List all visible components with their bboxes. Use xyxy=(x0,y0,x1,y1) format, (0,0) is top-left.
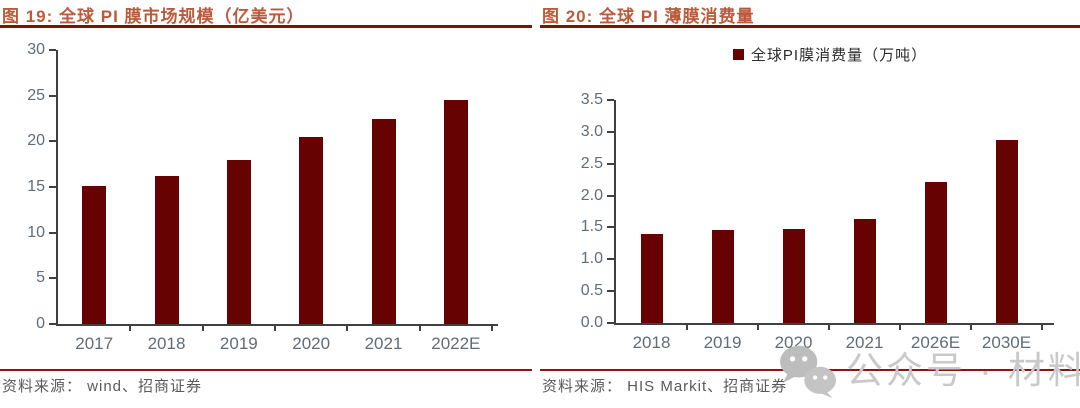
x-axis-tick xyxy=(418,324,421,331)
bar-2020 xyxy=(782,228,805,323)
y-axis-tick xyxy=(49,231,56,234)
y-axis-label: 0 xyxy=(36,315,45,332)
x-axis-tick xyxy=(491,324,493,331)
y-axis-label: 3.5 xyxy=(580,91,603,108)
x-axis-line xyxy=(614,323,1054,325)
x-axis-label: 2030E xyxy=(981,333,1032,352)
figure-20-panel: 图 20: 全球 PI 薄膜消费量 全球PI膜消费量（万吨） 0.0 0.5 1.0… xyxy=(540,0,1080,408)
x-axis-tick xyxy=(686,323,688,330)
source-note: 资料来源： HIS Markit、招商证券 xyxy=(542,378,788,395)
x-axis-label: 2017 xyxy=(75,334,114,353)
y-axis-tick xyxy=(49,323,56,325)
bar-2018 xyxy=(640,234,663,323)
bar-2021 xyxy=(853,219,876,323)
y-axis-tick xyxy=(607,290,614,293)
bar-2022E xyxy=(443,100,468,324)
x-axis-label: 2020 xyxy=(292,334,331,353)
y-axis-tick xyxy=(49,94,56,97)
bar-2021 xyxy=(371,118,396,324)
x-axis-label: 2019 xyxy=(219,334,258,353)
chart-legend: 全球PI膜消费量（万吨） xyxy=(616,44,1044,65)
x-axis-label: 2020 xyxy=(774,333,813,352)
bar-2019 xyxy=(711,229,734,323)
y-axis-tick xyxy=(49,277,56,280)
bar-chart-figure-20: 0.0 0.5 1.0 1.5 2.0 2.5 3.0 3.5 2018 2019 2020 2021… xyxy=(540,0,1080,408)
title-underline xyxy=(0,25,532,28)
x-axis-label: 2019 xyxy=(703,333,742,352)
y-axis-label: 3.0 xyxy=(580,122,603,140)
y-axis-label: 0.5 xyxy=(580,282,603,300)
y-axis-label: 30 xyxy=(27,41,45,58)
y-axis-line xyxy=(614,100,616,325)
bar-2030E xyxy=(995,140,1018,323)
x-axis-label: 2022E xyxy=(431,334,481,353)
x-axis-tick xyxy=(346,324,349,331)
x-axis-tick xyxy=(970,323,972,330)
x-axis-tick xyxy=(899,323,901,330)
y-axis-tick xyxy=(607,130,614,133)
x-axis-label: 2026E xyxy=(910,333,961,352)
y-axis-tick xyxy=(607,258,614,261)
bar-2018 xyxy=(154,176,179,324)
bar-2020 xyxy=(299,136,324,324)
figure-19-panel: 图 19: 全球 PI 膜市场规模（亿美元） 0 5 10 15 20 25 30 2017 2… xyxy=(0,7,532,395)
y-axis-label: 25 xyxy=(27,86,45,104)
x-axis-tick xyxy=(757,323,759,330)
y-axis-label: 10 xyxy=(27,223,45,241)
y-axis-tick xyxy=(49,49,56,51)
y-axis-tick xyxy=(607,194,614,197)
y-axis-label: 0.0 xyxy=(580,314,603,331)
source-note: 资料来源： wind、招商证券 xyxy=(2,378,203,395)
y-axis-label: 1.0 xyxy=(580,250,603,268)
y-axis-tick xyxy=(607,162,614,165)
x-axis-tick xyxy=(129,324,132,331)
y-axis-line xyxy=(56,50,58,326)
source-divider xyxy=(540,369,1080,371)
y-axis-label: 5 xyxy=(36,269,45,287)
x-axis-tick xyxy=(828,323,830,330)
title-underline xyxy=(540,25,1080,28)
bar-chart-figure-19: 0 5 10 15 20 25 30 2017 2018 2019 2020 2021 2022E xyxy=(27,41,498,353)
bar-2017 xyxy=(82,186,107,324)
y-axis-label: 20 xyxy=(27,132,45,150)
chart-title-figure-19: 图 19: 全球 PI 膜市场规模（亿美元） xyxy=(2,7,305,26)
x-axis-tick xyxy=(201,324,204,331)
y-axis-label: 2.0 xyxy=(580,186,603,204)
y-axis-tick xyxy=(49,186,56,188)
y-axis-tick xyxy=(607,99,614,101)
y-axis-tick xyxy=(607,226,614,229)
x-axis-label: 2018 xyxy=(147,334,186,353)
x-axis-label: 2021 xyxy=(845,333,884,352)
y-axis-label: 15 xyxy=(27,178,45,195)
bar-2019 xyxy=(226,159,251,324)
x-axis-tick xyxy=(274,324,276,331)
bar-2026E xyxy=(924,182,947,323)
x-axis-line xyxy=(56,324,498,326)
legend-swatch xyxy=(732,49,744,60)
legend-label: 全球PI膜消费量（万吨） xyxy=(750,47,928,64)
chart-title-figure-20: 图 20: 全球 PI 薄膜消费量 xyxy=(542,7,755,26)
source-divider xyxy=(0,369,532,371)
x-axis-tick xyxy=(1041,323,1043,330)
x-axis-label: 2018 xyxy=(632,333,671,352)
x-axis-label: 2021 xyxy=(364,334,403,353)
y-axis-label: 1.5 xyxy=(580,218,603,236)
y-axis-tick xyxy=(607,322,614,324)
y-axis-label: 2.5 xyxy=(580,154,603,172)
y-axis-tick xyxy=(49,140,56,143)
